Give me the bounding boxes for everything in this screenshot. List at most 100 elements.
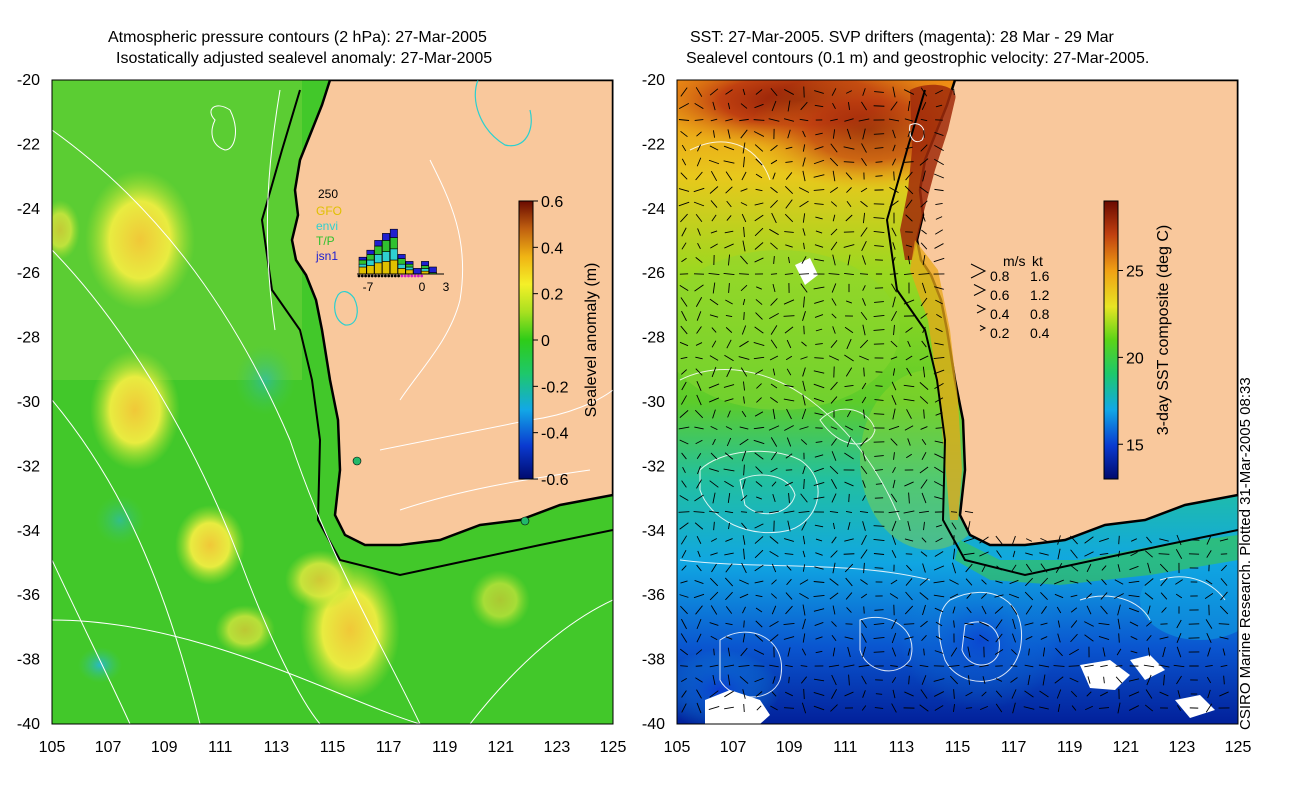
velocity-key-ms: 0.4 <box>990 306 1010 322</box>
histogram-bar <box>358 266 367 275</box>
sst-colorbar-tick-label: 25 <box>1126 264 1144 281</box>
credit-line: CSIRO Marine Research. Plotted 31-Mar-20… <box>1237 377 1254 730</box>
sla-colorbar-tick-label: -0.4 <box>541 426 569 443</box>
sla-colorbar-gradient <box>518 200 534 480</box>
right-xtick-label: 105 <box>664 739 691 756</box>
histogram-bar <box>366 265 375 275</box>
right-xtick-label: 115 <box>945 739 971 756</box>
histogram-bar <box>366 259 375 266</box>
geostrophic-velocity-arrows <box>678 86 1230 714</box>
histogram-bar <box>382 240 390 252</box>
land-contour-white <box>909 123 925 143</box>
histogram-bar <box>382 233 390 241</box>
sealevel-contours <box>679 141 1226 698</box>
sla-colorbar-tick-label: 0 <box>541 333 550 350</box>
right-title-line1: SST: 27-Mar-2005. SVP drifters (magenta)… <box>690 29 1114 46</box>
sla-colorbar-tick-label: -0.6 <box>541 472 569 489</box>
right-ytick-label: -20 <box>642 72 665 89</box>
left-xtick-label: 115 <box>320 739 346 756</box>
left-xtick-label: 117 <box>376 739 402 756</box>
left-xtick-label: 123 <box>544 739 571 756</box>
velocity-key-arrow <box>979 325 987 331</box>
left-ytick-label: -24 <box>17 201 40 218</box>
sst-colorbar-label: 3-day SST composite (deg C) <box>1155 225 1172 435</box>
histogram-bars <box>357 228 437 278</box>
right-xtick-label: 107 <box>720 739 747 756</box>
histogram-xtick-min: -7 <box>363 280 374 294</box>
histogram-bar <box>397 268 406 275</box>
left-title-line2: Isostatically adjusted sealevel anomaly:… <box>116 50 493 67</box>
histogram-bar <box>374 240 383 247</box>
shelf-contour <box>260 89 613 577</box>
sla-low-anomaly <box>78 647 122 683</box>
left-ytick-label: -20 <box>17 72 40 89</box>
histogram-legend-gfo: GFO <box>316 204 342 218</box>
velocity-key-ms: 0.8 <box>990 268 1010 284</box>
sla-high-anomaly <box>85 170 195 310</box>
velocity-key-arrow <box>976 304 987 314</box>
histogram-bar <box>382 261 390 275</box>
australia-land-right <box>915 80 1238 547</box>
histogram-bar <box>428 266 437 273</box>
right-ytick-label: -30 <box>642 394 665 411</box>
histogram-legend-tp: T/P <box>316 234 335 248</box>
histogram-bar <box>405 269 414 275</box>
right-map <box>677 80 1238 724</box>
right-xtick-label: 111 <box>833 739 857 756</box>
right-xtick-label: 117 <box>1001 739 1027 756</box>
velocity-key-header-kt: kt <box>1032 253 1043 269</box>
right-title-line2: Sealevel contours (0.1 m) and geostrophi… <box>686 50 1150 67</box>
sst-colorbar: 25 20 15 3-day SST composite (deg C) <box>1103 200 1172 480</box>
histogram-bar <box>374 254 383 264</box>
velocity-key-kt: 0.4 <box>1030 325 1050 341</box>
histogram-legend-jsn1: jsn1 <box>315 249 338 263</box>
right-xtick-label: 113 <box>889 739 915 756</box>
sst-colorbar-ticks: 25 20 15 <box>1118 264 1144 454</box>
sst-colorbar-tick-label: 20 <box>1126 350 1144 367</box>
histogram-bar <box>366 254 375 261</box>
histogram-bar <box>389 237 398 250</box>
left-xtick-label: 121 <box>487 739 514 756</box>
histogram-bar <box>397 258 406 265</box>
tide-gauge-fremantle <box>352 456 362 466</box>
velocity-key-kt: 1.6 <box>1030 268 1050 284</box>
sla-colorbar-tick-label: 0.4 <box>541 240 563 257</box>
left-ytick-label: -34 <box>17 523 40 540</box>
left-xtick-label: 111 <box>208 739 232 756</box>
right-xtick-label: 125 <box>1225 739 1252 756</box>
right-ytick-label: -28 <box>642 330 665 347</box>
velocity-key-arrow <box>970 263 987 279</box>
histogram-bar <box>397 254 406 259</box>
left-xtick-label: 107 <box>95 739 122 756</box>
left-xtick-label: 113 <box>264 739 290 756</box>
right-xtick-label: 121 <box>1112 739 1139 756</box>
histogram-ymax-label: 250 <box>318 187 338 201</box>
shelf-contour-right <box>885 89 1238 577</box>
right-ytick-label: -26 <box>642 265 665 282</box>
histogram-bar <box>374 262 383 275</box>
histogram-bar <box>382 251 390 262</box>
velocity-key-kt: 0.8 <box>1030 306 1050 322</box>
histogram-bar <box>389 228 398 238</box>
histogram-bar <box>405 266 414 271</box>
sla-colorbar-tick-label: -0.2 <box>541 379 569 396</box>
sla-colorbar-tick-label: 0.6 <box>541 194 563 211</box>
velocity-key-ms: 0.6 <box>990 287 1010 303</box>
right-ytick-label: -40 <box>642 716 665 733</box>
histogram-bar <box>413 268 422 275</box>
histogram-bar <box>421 268 429 272</box>
left-map-frame <box>51 79 614 725</box>
histogram-xtick-max: 3 <box>443 280 450 294</box>
pressure-contours <box>52 89 613 724</box>
histogram-bar <box>405 261 414 265</box>
left-ytick-label: -22 <box>17 136 40 153</box>
sst-colorbar-tick-label: 15 <box>1126 437 1144 454</box>
histogram-bar <box>366 249 375 255</box>
sla-colorbar: 0.6 0.4 0.2 0 -0.2 -0.4 -0.6 Sealevel anomaly … <box>518 194 600 489</box>
histogram-bar <box>397 263 406 269</box>
right-ytick-label: -32 <box>642 458 665 475</box>
velocity-key-header-ms: m/s <box>1003 253 1026 269</box>
axis-labels: -20 -20 -22 -22 -24 -24 -26 -26 -28 -28 -30 -30 -32 -… <box>17 72 1252 756</box>
